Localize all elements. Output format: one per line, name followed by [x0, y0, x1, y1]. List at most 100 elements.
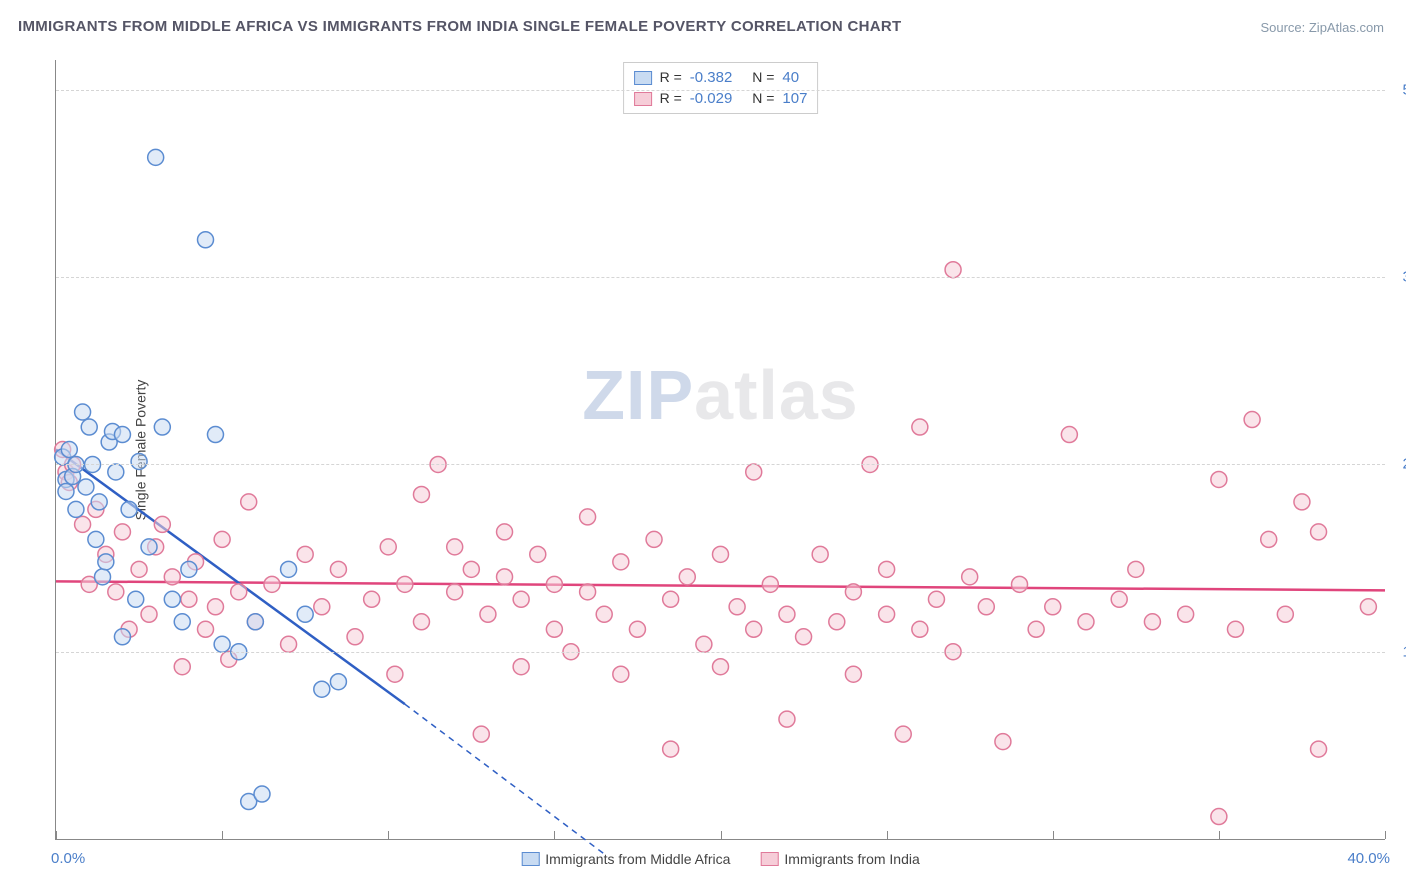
data-point	[380, 539, 396, 555]
x-tick	[388, 831, 389, 839]
data-point	[1227, 621, 1243, 637]
data-point	[347, 629, 363, 645]
data-point	[397, 576, 413, 592]
data-point	[148, 149, 164, 165]
data-point	[1311, 741, 1327, 757]
data-point	[314, 681, 330, 697]
data-point	[513, 591, 529, 607]
data-point	[679, 569, 695, 585]
data-point	[879, 606, 895, 622]
data-point	[1311, 524, 1327, 540]
x-tick	[222, 831, 223, 839]
data-point	[497, 569, 513, 585]
data-point	[297, 606, 313, 622]
data-point	[61, 442, 77, 458]
y-tick-label: 25.0%	[1390, 456, 1406, 473]
data-point	[713, 546, 729, 562]
data-point	[1277, 606, 1293, 622]
y-tick-label: 50.0%	[1390, 81, 1406, 98]
data-point	[1211, 809, 1227, 825]
x-tick-max: 40.0%	[1347, 850, 1390, 867]
data-point	[164, 591, 180, 607]
data-point	[796, 629, 812, 645]
data-point	[829, 614, 845, 630]
swatch-bottom-1	[760, 852, 778, 866]
data-point	[121, 501, 137, 517]
data-point	[1144, 614, 1160, 630]
data-point	[181, 591, 197, 607]
source-label: Source: ZipAtlas.com	[1260, 20, 1384, 35]
data-point	[546, 621, 562, 637]
data-point	[264, 576, 280, 592]
data-point	[75, 404, 91, 420]
data-point	[779, 606, 795, 622]
x-tick	[887, 831, 888, 839]
data-point	[646, 531, 662, 547]
data-point	[154, 516, 170, 532]
data-point	[128, 591, 144, 607]
series-legend: Immigrants from Middle Africa Immigrants…	[521, 851, 920, 867]
data-point	[91, 494, 107, 510]
data-point	[912, 419, 928, 435]
data-point	[58, 483, 74, 499]
data-point	[879, 561, 895, 577]
data-point	[164, 569, 180, 585]
data-point	[530, 546, 546, 562]
data-point	[1111, 591, 1127, 607]
data-point	[1294, 494, 1310, 510]
data-point	[945, 262, 961, 278]
data-point	[473, 726, 489, 742]
data-point	[746, 464, 762, 480]
data-point	[1028, 621, 1044, 637]
trend-line	[56, 581, 1385, 590]
data-point	[580, 584, 596, 600]
data-point	[114, 427, 130, 443]
x-tick-min: 0.0%	[51, 850, 85, 867]
data-point	[281, 636, 297, 652]
data-point	[68, 501, 84, 517]
data-point	[330, 561, 346, 577]
data-point	[141, 539, 157, 555]
data-point	[387, 666, 403, 682]
data-point	[845, 666, 861, 682]
data-point	[1012, 576, 1028, 592]
data-point	[297, 546, 313, 562]
data-point	[198, 621, 214, 637]
data-point	[88, 531, 104, 547]
data-point	[978, 599, 994, 615]
y-tick-label: 37.5%	[1390, 269, 1406, 286]
data-point	[1178, 606, 1194, 622]
trend-line-extension	[405, 704, 604, 854]
data-point	[895, 726, 911, 742]
data-point	[174, 614, 190, 630]
data-point	[580, 509, 596, 525]
data-point	[812, 546, 828, 562]
data-point	[181, 561, 197, 577]
data-point	[154, 419, 170, 435]
data-point	[447, 539, 463, 555]
data-point	[231, 584, 247, 600]
data-point	[596, 606, 612, 622]
data-point	[1244, 412, 1260, 428]
data-point	[1211, 471, 1227, 487]
data-point	[247, 614, 263, 630]
x-tick	[56, 831, 57, 839]
gridline-h	[56, 277, 1385, 278]
y-tick-label: 12.5%	[1390, 643, 1406, 660]
data-point	[663, 741, 679, 757]
data-point	[912, 621, 928, 637]
x-tick	[554, 831, 555, 839]
gridline-h	[56, 90, 1385, 91]
data-point	[207, 599, 223, 615]
data-point	[141, 606, 157, 622]
data-point	[1128, 561, 1144, 577]
swatch-bottom-0	[521, 852, 539, 866]
data-point	[81, 419, 97, 435]
data-point	[546, 576, 562, 592]
x-tick	[721, 831, 722, 839]
data-point	[254, 786, 270, 802]
x-tick	[1053, 831, 1054, 839]
data-point	[241, 494, 257, 510]
data-point	[513, 659, 529, 675]
data-point	[108, 464, 124, 480]
